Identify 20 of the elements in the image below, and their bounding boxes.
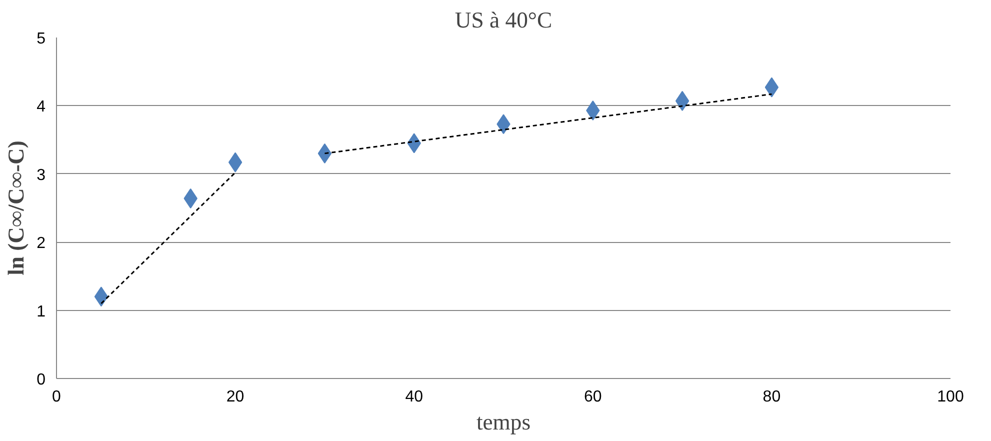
y-axis-title: ln (C∞/C∞-C) bbox=[4, 140, 29, 276]
x-tick-label: 40 bbox=[405, 388, 424, 406]
x-tick-label: 0 bbox=[52, 388, 62, 406]
y-tick-label: 4 bbox=[36, 98, 46, 116]
x-tick-label: 20 bbox=[226, 388, 244, 406]
y-tick-label: 0 bbox=[36, 372, 46, 388]
x-tick-label: 60 bbox=[584, 388, 602, 406]
y-tick-label: 2 bbox=[36, 235, 46, 252]
point bbox=[228, 152, 242, 172]
x-tick-label: 80 bbox=[762, 388, 781, 406]
chart-title: US à 40°C bbox=[454, 8, 552, 32]
point bbox=[764, 77, 779, 98]
point bbox=[675, 90, 690, 111]
x-axis-title: temps bbox=[476, 410, 531, 434]
y-tick-label: 3 bbox=[36, 166, 46, 184]
y-tick-label: 5 bbox=[36, 30, 46, 48]
y-tick-label: 1 bbox=[36, 303, 46, 320]
point bbox=[94, 286, 108, 307]
x-tick-label: 100 bbox=[937, 388, 964, 406]
point bbox=[318, 143, 332, 164]
